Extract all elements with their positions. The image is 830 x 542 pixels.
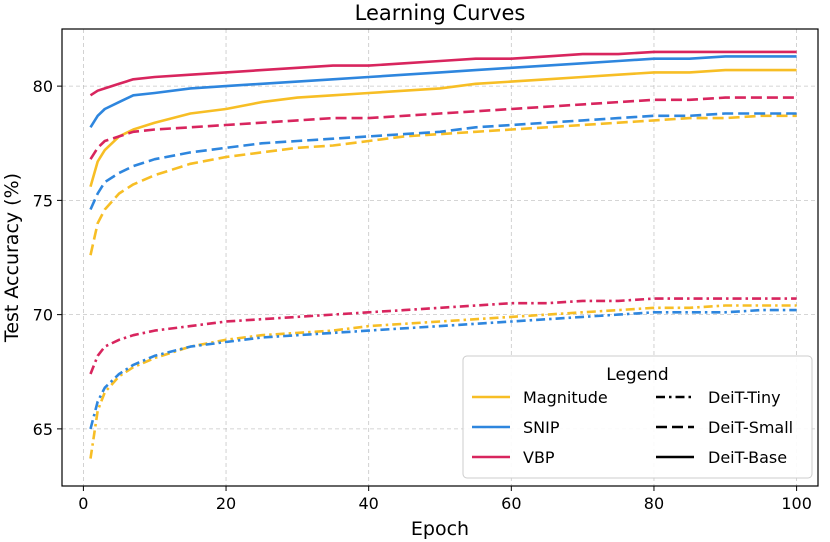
x-axis-label: Epoch <box>411 518 469 540</box>
x-tick-label: 80 <box>644 494 664 513</box>
series-lines <box>89 50 797 459</box>
y-axis-label: Test Accuracy (%) <box>1 173 23 343</box>
x-tick-label: 0 <box>78 494 88 513</box>
x-tick-label: 20 <box>216 494 236 513</box>
y-tick-label: 75 <box>33 191 53 210</box>
legend-title: Legend <box>606 365 668 385</box>
chart-title: Learning Curves <box>355 1 526 25</box>
legend-label-vbp: VBP <box>523 448 555 467</box>
legend-box <box>462 355 813 479</box>
legend-label-deit-base: DeiT-Base <box>708 448 787 467</box>
x-tick-label: 100 <box>781 494 812 513</box>
x-tick-label: 40 <box>358 494 378 513</box>
legend-label-magnitude: Magnitude <box>523 388 608 407</box>
series-line-magnitude-deit-tiny <box>89 304 797 459</box>
series-line-snip-deit-tiny <box>89 308 797 430</box>
series-line-snip-deit-base <box>89 55 797 128</box>
series-line-vbp-deit-base <box>89 50 797 97</box>
plot-frame <box>61 28 819 487</box>
y-tick-label: 70 <box>33 306 53 325</box>
legend-label-deit-tiny: DeiT-Tiny <box>708 388 781 407</box>
series-line-vbp-deit-small <box>89 96 797 160</box>
y-tick-label: 65 <box>33 420 53 439</box>
series-line-magnitude-deit-small <box>89 114 797 256</box>
y-tick-label: 80 <box>33 77 53 96</box>
series-line-vbp-deit-tiny <box>89 297 797 375</box>
legend: Legend Magnitude SNIP VBP DeiT-Tiny DeiT-Sma… <box>462 355 813 479</box>
x-tick-label: 60 <box>501 494 521 513</box>
legend-label-deit-small: DeiT-Small <box>708 418 793 437</box>
series-line-snip-deit-small <box>89 112 797 211</box>
series-line-magnitude-deit-base <box>89 68 797 188</box>
legend-label-snip: SNIP <box>523 418 560 437</box>
axis-ticks: 0 20 40 60 80 100 65 70 75 80 <box>33 77 812 513</box>
